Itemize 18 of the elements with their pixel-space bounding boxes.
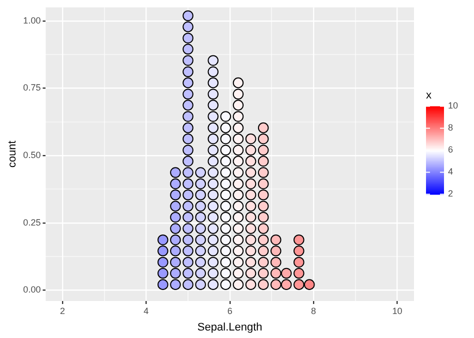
color-bar-label: 4 [448,166,454,177]
color-bar-label: 10 [448,100,458,111]
y-tick-label: 0.00 [23,284,41,295]
color-bar-label: 2 [448,188,454,199]
y-axis-title: count [6,140,19,168]
y-tick-label: 1.00 [23,15,41,26]
color-bar-label: 6 [448,144,454,155]
x-tick-label: 8 [311,306,316,316]
y-tick-label: 0.75 [23,82,41,93]
y-tick-label: 0.50 [23,150,41,160]
x-axis-title: Sepal.Length [197,321,262,334]
x-tick-label: 10 [392,306,402,316]
y-tick-label: 0.25 [23,217,41,228]
color-bar-label: 8 [448,122,454,133]
x-tick-label: 6 [227,306,232,316]
x-tick-label: 4 [144,306,149,316]
x-tick-label: 2 [60,306,65,316]
color-bar-title: x [426,90,432,102]
